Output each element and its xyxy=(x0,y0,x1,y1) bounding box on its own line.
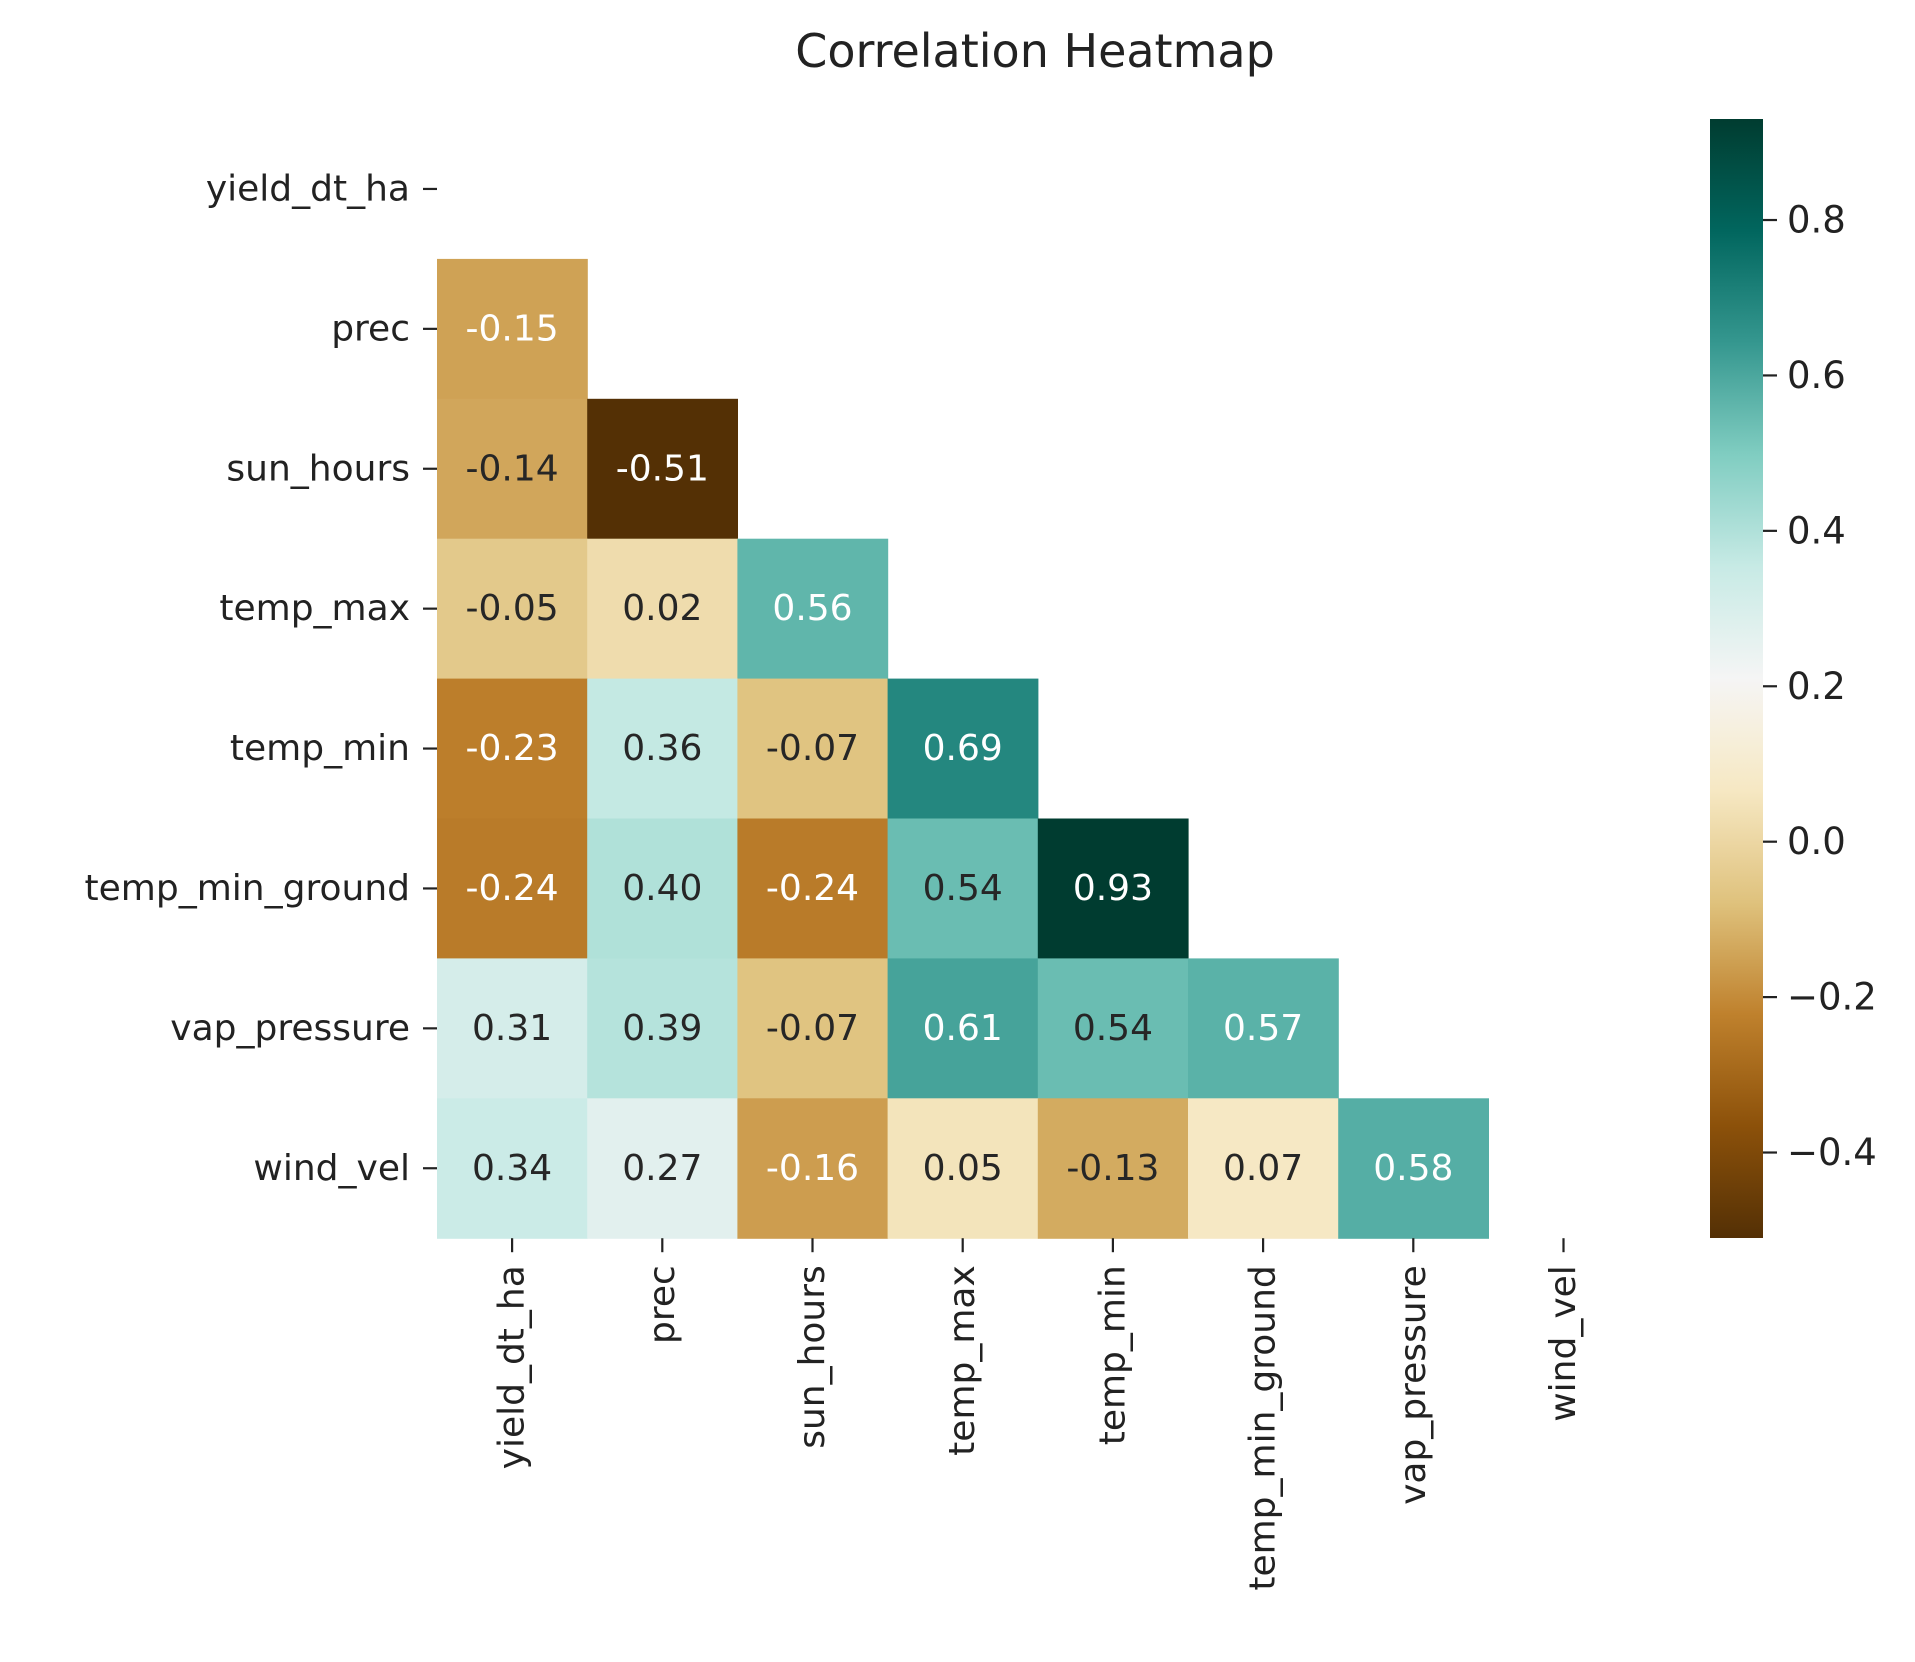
x-tick-label: yield_dt_ha xyxy=(492,1265,533,1469)
heatmap-cell-wind_vel-temp_min_ground xyxy=(1188,1098,1339,1239)
cell-value-label: -0.24 xyxy=(466,868,559,909)
heatmap-cell-temp_min_ground-temp_min xyxy=(1037,818,1189,959)
cell-value-label: 0.57 xyxy=(1223,1008,1303,1049)
x-tick-label: wind_vel xyxy=(1543,1265,1584,1422)
colorbar-tick-label: 0.2 xyxy=(1787,665,1846,708)
y-tick-label: yield_dt_ha xyxy=(206,168,410,209)
heatmap-cell-wind_vel-sun_hours xyxy=(737,1098,889,1239)
cell-value-label: 0.93 xyxy=(1073,868,1153,909)
cell-value-label: -0.16 xyxy=(766,1148,859,1189)
heatmap-cell-temp_max-prec xyxy=(587,538,738,680)
colorbar-tick-label: 0.0 xyxy=(1787,820,1846,863)
cell-value-label: -0.24 xyxy=(766,868,859,909)
cell-value-label: 0.54 xyxy=(1073,1008,1153,1049)
heatmap-cell-wind_vel-temp_max xyxy=(887,1098,1039,1239)
colorbar-tick-label: 0.6 xyxy=(1787,354,1846,397)
heatmap-cell-temp_min-prec xyxy=(587,678,738,820)
y-tick-label: wind_vel xyxy=(253,1148,410,1189)
heatmap-cell-temp_min-sun_hours xyxy=(737,678,889,820)
heatmap-cells: -0.15 -0.14 -0.51 -0.05 0.02 0.56 -0.23 0.36 -0.… xyxy=(437,258,1489,1239)
cell-value-label: 0.31 xyxy=(472,1008,552,1049)
heatmap-cell-temp_min_ground-sun_hours xyxy=(737,818,889,959)
heatmap-cell-vap_pressure-temp_max xyxy=(887,958,1039,1099)
heatmap-cell-temp_min-yield_dt_ha xyxy=(437,678,588,820)
cell-value-label: 0.02 xyxy=(622,588,702,629)
cell-value-label: 0.56 xyxy=(772,588,852,629)
y-tick-label: temp_min xyxy=(230,728,410,769)
heatmap-cell-vap_pressure-temp_min_ground xyxy=(1188,958,1339,1099)
cell-value-label: -0.14 xyxy=(466,448,559,489)
cell-value-label: 0.05 xyxy=(923,1148,1003,1189)
heatmap-cell-vap_pressure-sun_hours xyxy=(737,958,889,1099)
heatmap-cell-wind_vel-yield_dt_ha xyxy=(437,1098,588,1239)
colorbar-gradient xyxy=(1710,119,1763,1238)
heatmap-cell-temp_min_ground-prec xyxy=(587,818,738,959)
heatmap-cell-wind_vel-prec xyxy=(587,1098,738,1239)
cell-value-label: 0.27 xyxy=(622,1148,702,1189)
chart-title: Correlation Heatmap xyxy=(795,24,1275,78)
heatmap-cell-temp_min_ground-yield_dt_ha xyxy=(437,818,588,959)
heatmap-cell-sun_hours-prec xyxy=(587,398,738,540)
x-tick-label: vap_pressure xyxy=(1393,1265,1434,1505)
heatmap-cell-prec-yield_dt_ha xyxy=(437,258,588,400)
heatmap-cell-vap_pressure-yield_dt_ha xyxy=(437,958,588,1099)
heatmap-cell-sun_hours-yield_dt_ha xyxy=(437,398,588,540)
cell-value-label: -0.15 xyxy=(466,308,559,349)
x-tick-label: sun_hours xyxy=(792,1265,833,1449)
heatmap-cell-temp_min-temp_max xyxy=(887,678,1039,820)
y-tick-label: temp_min_ground xyxy=(85,868,410,909)
cell-value-label: -0.23 xyxy=(466,728,559,769)
heatmap-cell-wind_vel-vap_pressure xyxy=(1338,1098,1489,1239)
cell-value-label: -0.05 xyxy=(466,588,559,629)
x-tick-label: temp_min_ground xyxy=(1243,1265,1284,1590)
heatmap-cell-wind_vel-temp_min xyxy=(1037,1098,1189,1239)
colorbar-tick-label: 0.8 xyxy=(1787,199,1846,242)
cell-value-label: 0.36 xyxy=(622,728,702,769)
heatmap-cell-temp_max-sun_hours xyxy=(737,538,889,680)
x-tick-label: temp_max xyxy=(942,1265,983,1456)
cell-value-label: 0.69 xyxy=(923,728,1003,769)
colorbar-tick-label: −0.4 xyxy=(1787,1131,1877,1174)
colorbar-tick-label: −0.2 xyxy=(1787,976,1877,1019)
heatmap-cell-vap_pressure-temp_min xyxy=(1037,958,1189,1099)
cell-value-label: 0.07 xyxy=(1223,1148,1303,1189)
cell-value-label: 0.61 xyxy=(923,1008,1003,1049)
colorbar: 0.8 0.6 0.4 0.2 0.0 −0.2 −0.4 xyxy=(1710,119,1877,1238)
y-tick-label: temp_max xyxy=(219,588,410,629)
cell-value-label: 0.40 xyxy=(622,868,702,909)
x-axis: yield_dt_ha prec sun_hours temp_max temp_min… xyxy=(492,1238,1584,1591)
cell-value-label: -0.51 xyxy=(616,448,709,489)
cell-value-label: 0.39 xyxy=(622,1008,702,1049)
x-tick-label: temp_min xyxy=(1092,1265,1133,1445)
heatmap-cell-temp_max-yield_dt_ha xyxy=(437,538,588,680)
cell-value-label: 0.58 xyxy=(1373,1148,1453,1189)
heatmap-cell-vap_pressure-prec xyxy=(587,958,738,1099)
heatmap-cell-temp_min_ground-temp_max xyxy=(887,818,1039,959)
cell-value-label: 0.54 xyxy=(923,868,1003,909)
y-tick-label: vap_pressure xyxy=(170,1008,410,1049)
cell-value-label: 0.34 xyxy=(472,1148,552,1189)
y-tick-label: prec xyxy=(331,308,410,349)
y-tick-label: sun_hours xyxy=(226,448,410,489)
cell-value-label: -0.07 xyxy=(766,1008,859,1049)
cell-value-label: -0.13 xyxy=(1066,1148,1159,1189)
colorbar-tick-label: 0.4 xyxy=(1787,509,1846,552)
cell-value-label: -0.07 xyxy=(766,728,859,769)
x-tick-label: prec xyxy=(642,1265,683,1344)
